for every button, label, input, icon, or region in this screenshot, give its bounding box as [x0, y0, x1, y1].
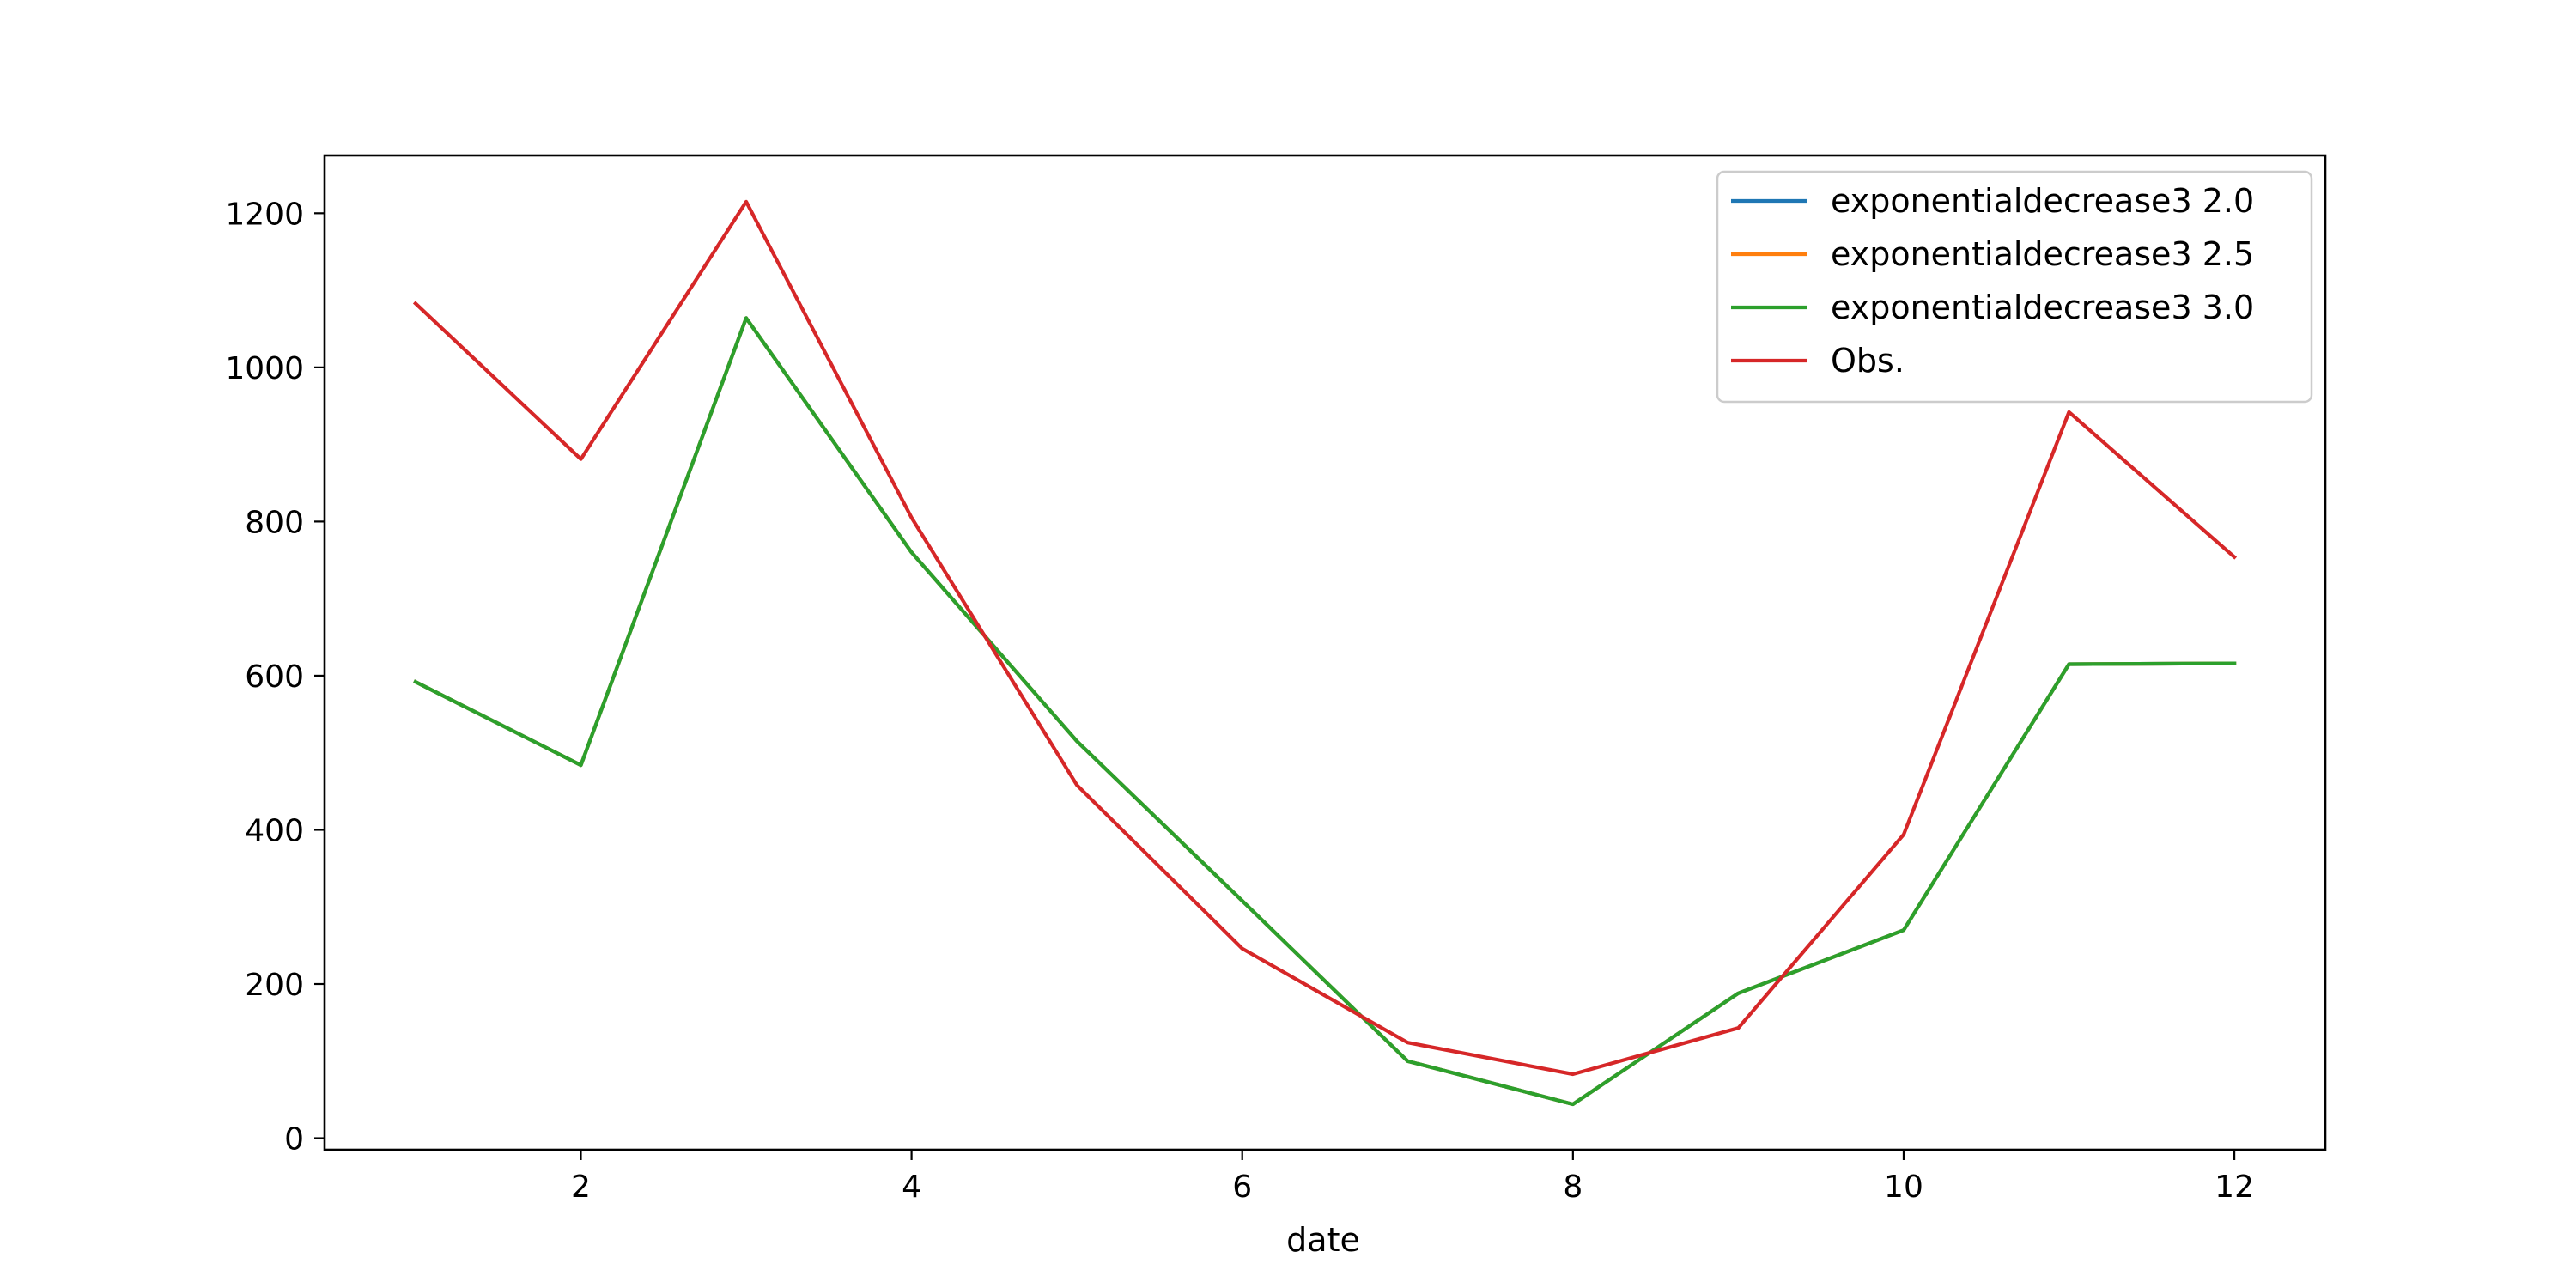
x-tick-label: 12: [2215, 1170, 2254, 1205]
y-tick-label: 600: [245, 659, 304, 695]
y-tick-label: 400: [245, 813, 304, 848]
series-line-3: [413, 316, 2237, 1107]
legend-label-2: exponentialdecrease3 2.5: [1831, 235, 2254, 273]
x-tick-label: 8: [1563, 1170, 1583, 1205]
legend-label-1: exponentialdecrease3 2.0: [1831, 182, 2254, 220]
legend: exponentialdecrease3 2.0 exponentialdecre…: [1716, 170, 2313, 404]
y-tick-label: 200: [245, 968, 304, 1003]
plot-frame: [323, 154, 2327, 1151]
y-tick-label: 1200: [225, 197, 304, 232]
x-tick-label: 10: [1884, 1170, 1923, 1205]
series-line-4: [412, 199, 2238, 1077]
y-tick-label: 1000: [225, 351, 304, 386]
y-tick-label: 800: [245, 505, 304, 540]
series-layer: [412, 199, 2238, 1107]
x-tick-label: 2: [571, 1170, 591, 1205]
x-tick-label: 6: [1232, 1170, 1252, 1205]
x-tick-label: 4: [902, 1170, 921, 1205]
legend-label-3: exponentialdecrease3 3.0: [1831, 289, 2254, 326]
legend-label-4: Obs.: [1831, 342, 1905, 380]
axes-layer: 2 4 6 8 10 12 0 200 400 600 800 1000 1200: [225, 154, 2327, 1205]
y-tick-label: 0: [284, 1122, 304, 1157]
legend-box: [1716, 170, 2313, 404]
x-axis-label: date: [1286, 1221, 1360, 1259]
